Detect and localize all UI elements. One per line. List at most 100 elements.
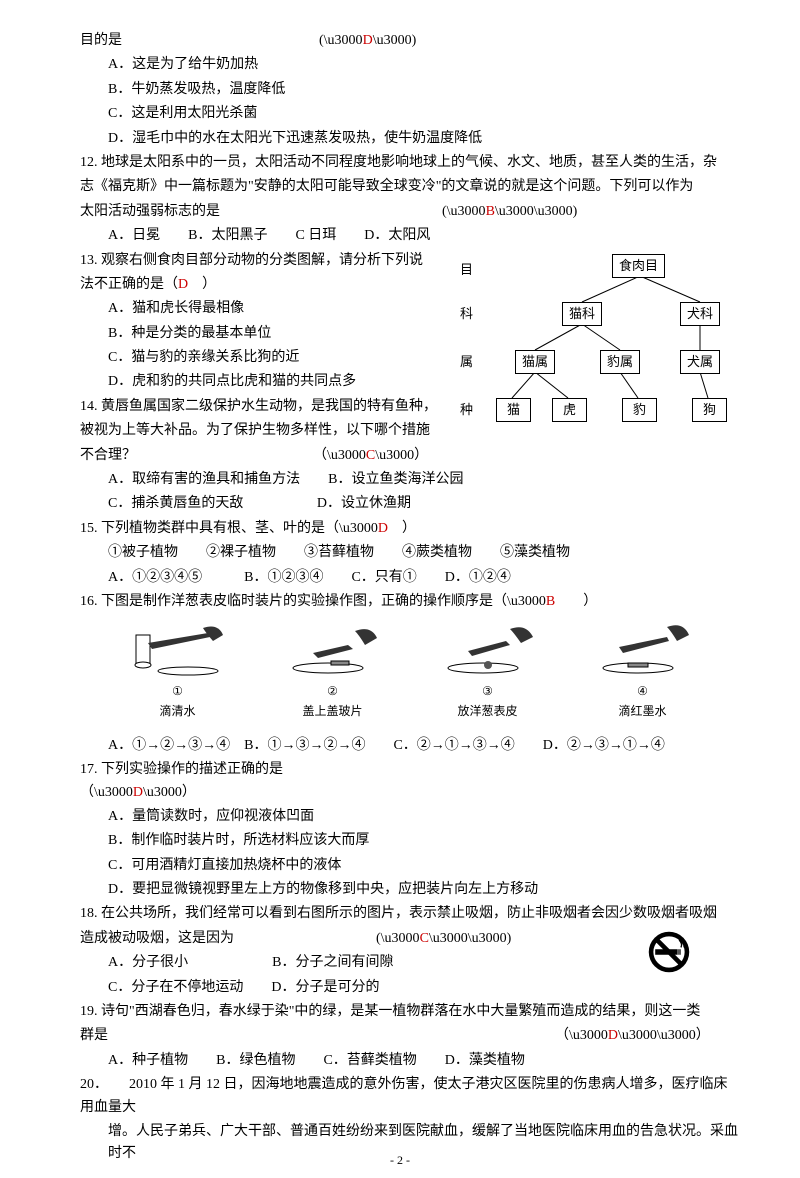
q18-l2-pre: 造成被动吸烟，这是因为 [80, 931, 234, 946]
node-cat-gen: 猫属 [515, 350, 555, 374]
q12-answer: B [486, 204, 495, 219]
q17-opt-c: C．可用酒精灯直接加热烧杯中的液体 [80, 855, 740, 877]
q17-opt-a: A．量筒读数时，应仰视液体凹面 [80, 806, 740, 828]
node-tiger: 虎 [552, 398, 587, 422]
q14-l3-pre: 不合理？ [80, 448, 136, 463]
node-leo-gen: 豹属 [600, 350, 640, 374]
q15-stem-pre: 15. 下列植物类群中具有根、茎、叶的是（ [80, 521, 339, 536]
q19-line2: 群是 （\u3000D\u3000\u3000） [80, 1025, 740, 1047]
q17-answer: D [133, 785, 143, 800]
q15-answer: D [378, 521, 388, 536]
q15-options: A．①②③④⑤ B．①②③④ C．只有① D．①②④ [80, 567, 740, 589]
q14-answer: C [366, 448, 375, 463]
q19-answer: D [608, 1028, 618, 1043]
exp-label-3: 放洋葱表皮 [423, 702, 553, 721]
node-leopard: 豹 [622, 398, 657, 422]
q16-stem-suf: ） [555, 594, 597, 609]
exp-icon-3 [438, 623, 538, 678]
q14-line2: 被视为上等大补品。为了保护生物多样性，以下哪个措施 [80, 420, 470, 442]
q12-line3-text: 太阳活动强弱标志的是 [80, 204, 220, 219]
q14-opt-cd: C．捕杀黄唇鱼的天敌 D．设立休渔期 [80, 493, 740, 515]
q12-options: A．日冕 B．太阳黑子 C 日珥 D．太阳风 [80, 225, 740, 247]
q11-answer: D [363, 33, 373, 48]
q17-opt-b: B．制作临时装片时，所选材料应该大而厚 [80, 830, 740, 852]
paren-close: \u3000） [375, 448, 428, 463]
q13-opt-c: C．猫与豹的亲缘关系比狗的近 [80, 347, 450, 369]
q13-line1: 13. 观察右侧食肉目部分动物的分类图解，请分析下列说 [80, 250, 450, 272]
q18-line2: 造成被动吸烟，这是因为 (\u3000C\u3000\u3000) [80, 928, 740, 950]
q20-line2: 增。人民子弟兵、广大干部、普通百姓纷纷来到医院献血，缓解了当地医院临床用血的告急… [80, 1121, 740, 1166]
q11-stem: 目的是 (\u3000D\u3000) [80, 30, 740, 52]
q17-stem: 17. 下列实验操作的描述正确的是 （\u3000D\u3000） [80, 759, 740, 804]
q13-opt-a: A．猫和虎长得最相像 [80, 298, 450, 320]
q11-opt-c: C．这是利用太阳光杀菌 [80, 103, 740, 125]
exp-num-4: ④ [578, 682, 708, 701]
exp-item-4: ④ 滴红墨水 [578, 623, 708, 720]
q13-l2-suf: ） [188, 277, 216, 292]
paren-open: (\u3000 [319, 33, 363, 48]
exp-item-2: ② 盖上盖玻片 [268, 623, 398, 720]
q13-answer: D [178, 277, 188, 292]
q16-options: A．①→②→③→④ B．①→③→②→④ C．②→①→③→④ D．②→③→①→④ [80, 735, 740, 757]
q18-opt-ab: A．分子很小 B．分子之间有间隙 [80, 952, 740, 974]
node-cat-fam: 猫科 [562, 302, 602, 326]
q17-stem-text: 17. 下列实验操作的描述正确的是 [80, 762, 283, 777]
node-dog-fam: 犬科 [680, 302, 720, 326]
q12-line2: 志《福克斯》中一篇标题为"安静的太阳可能导致全球变冷"的文章说的就是这个问题。下… [80, 176, 740, 198]
experiment-images: ① 滴清水 ② 盖上盖玻片 ③ 放洋葱表皮 ④ 滴红墨水 [100, 623, 720, 720]
q13-l2-pre: 法不正确的是（ [80, 277, 178, 292]
exp-num-2: ② [268, 682, 398, 701]
paren-close: \u3000\u3000） [618, 1028, 710, 1043]
taxonomy-diagram: 目 科 属 种 食肉目 猫科 犬科 猫属 豹属 犬属 猫 虎 豹 狗 [490, 252, 750, 432]
q12-line1: 12. 地球是太阳系中的一员，太阳活动不同程度地影响地球上的气候、水文、地质，甚… [80, 152, 740, 174]
node-cat: 猫 [496, 398, 531, 422]
paren-open: (\u3000 [376, 931, 420, 946]
no-smoking-icon [646, 929, 692, 975]
q15-stem-suf: ） [388, 521, 416, 536]
exp-label-2: 盖上盖玻片 [268, 702, 398, 721]
q13-opt-b: B．种是分类的最基本单位 [80, 323, 450, 345]
exp-item-1: ① 滴清水 [113, 623, 243, 720]
exp-item-3: ③ 放洋葱表皮 [423, 623, 553, 720]
q11-opt-d: D．湿毛巾中的水在太阳光下迅速蒸发吸热，使牛奶温度降低 [80, 128, 740, 150]
node-root: 食肉目 [612, 254, 665, 278]
q15-stem: 15. 下列植物类群中具有根、茎、叶的是（\u3000D ） [80, 518, 740, 540]
exp-icon-4 [593, 623, 693, 678]
paren-open: （\u3000 [80, 785, 133, 800]
q14-line1: 14. 黄唇鱼属国家二级保护水生动物，是我国的特有鱼种， [80, 396, 470, 418]
paren-open: (\u3000 [442, 204, 486, 219]
q12-line3: 太阳活动强弱标志的是 (\u3000B\u3000\u3000) [80, 201, 740, 223]
exp-label-4: 滴红墨水 [578, 702, 708, 721]
node-dog: 狗 [692, 398, 727, 422]
q16-stem-pre: 16. 下图是制作洋葱表皮临时装片的实验操作图，正确的操作顺序是（ [80, 594, 507, 609]
page-number: - 2 - [390, 1151, 410, 1170]
paren-open: （\u3000 [555, 1028, 608, 1043]
q19-l2-pre: 群是 [80, 1028, 108, 1043]
label-mu: 目 [460, 260, 473, 281]
q20-line1: 20． 2010 年 1 月 12 日，因海地地震造成的意外伤害，使太子港灾区医… [80, 1074, 740, 1119]
exp-label-1: 滴清水 [113, 702, 243, 721]
q18-answer: C [420, 931, 429, 946]
q14-line3: 不合理？ （\u3000C\u3000） [80, 445, 470, 467]
q16-stem: 16. 下图是制作洋葱表皮临时装片的实验操作图，正确的操作顺序是（\u3000B… [80, 591, 740, 613]
q19-options: A．种子植物 B．绿色植物 C．苔藓类植物 D．藻类植物 [80, 1050, 740, 1072]
label-shu: 属 [460, 352, 473, 373]
label-zhong: 种 [460, 400, 473, 421]
exp-num-3: ③ [423, 682, 553, 701]
paren-open: （\u3000 [313, 448, 366, 463]
q17-opt-d: D．要把显微镜视野里左上方的物像移到中央，应把装片向左上方移动 [80, 879, 740, 901]
paren-close: \u3000\u3000) [495, 204, 577, 219]
q11-stem-text: 目的是 [80, 33, 122, 48]
paren-close: \u3000\u3000) [429, 931, 511, 946]
q18-opt-cd: C．分子在不停地运动 D．分子是可分的 [80, 977, 740, 999]
exp-num-1: ① [113, 682, 243, 701]
exp-icon-1 [128, 623, 228, 678]
q11-opt-a: A．这是为了给牛奶加热 [80, 54, 740, 76]
q13-line2: 法不正确的是（D ） [80, 274, 450, 296]
exp-icon-2 [283, 623, 383, 678]
q19-line1: 19. 诗句"西湖春色归，春水绿于染"中的绿，是某一植物群落在水中大量繁殖而造成… [80, 1001, 740, 1023]
paren-close: \u3000) [373, 33, 417, 48]
q13-opt-d: D．虎和豹的共同点比虎和猫的共同点多 [80, 371, 450, 393]
node-dog-gen: 犬属 [680, 350, 720, 374]
paren-close: \u3000） [143, 785, 196, 800]
